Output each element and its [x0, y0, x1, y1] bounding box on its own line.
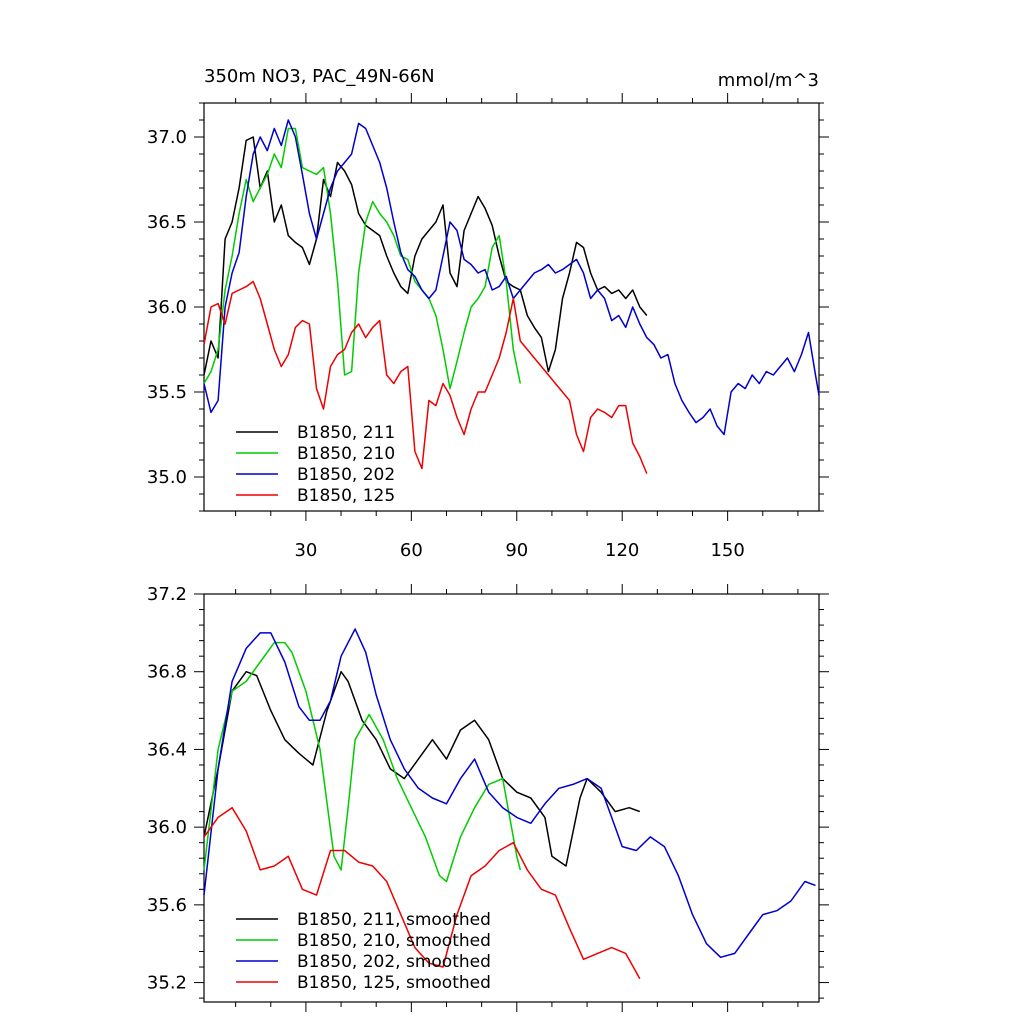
y-tick-label: 36.4	[147, 739, 187, 760]
legend-label-2: B1850, 210	[297, 444, 395, 464]
y-tick-label: 36.8	[147, 662, 187, 683]
y-tick-label: 36.0	[147, 817, 187, 838]
x-tick-label: 60	[400, 540, 423, 561]
series-line-1	[203, 136, 648, 376]
series-line-3	[203, 628, 816, 959]
raw-panel: 35.0 35.5 36.0 36.5 37.0 30 60 90 120 150 B1850, 2…	[147, 93, 829, 561]
legend-label-1: B1850, 211	[297, 423, 395, 443]
legend-label-4: B1850, 125, smoothed	[297, 973, 491, 993]
legend-label-1: B1850, 211, smoothed	[297, 910, 491, 930]
series-line-2	[203, 641, 522, 883]
x-tick-label: 120	[605, 540, 639, 561]
series-line-4	[203, 280, 648, 474]
legend-label-3: B1850, 202	[297, 465, 395, 485]
smoothed-panel: 35.2 35.6 36.0 36.4 36.8 37.2 B1850, 211, smoo…	[147, 584, 829, 1012]
x-tick-label: 30	[294, 540, 317, 561]
y-tick-label: 37.2	[147, 584, 187, 605]
series-line-3	[203, 119, 820, 436]
y-tick-label: 35.0	[147, 467, 187, 488]
series-line-2	[203, 127, 522, 390]
series-line-4	[203, 806, 641, 980]
x-tick-label: 90	[505, 540, 528, 561]
legend-label-4: B1850, 125	[297, 486, 395, 506]
y-tick-label: 35.5	[147, 382, 187, 403]
legend-label-2: B1850, 210, smoothed	[297, 931, 491, 951]
y-tick-label: 37.0	[147, 127, 187, 148]
legend-label-3: B1850, 202, smoothed	[297, 952, 491, 972]
y-tick-label: 36.0	[147, 297, 187, 318]
y-tick-label: 35.6	[147, 895, 187, 916]
units-label: mmol/m^3	[718, 70, 819, 91]
series-line-1	[203, 670, 641, 867]
chart-title: 350m NO3, PAC_49N-66N	[204, 66, 435, 87]
y-tick-label: 36.5	[147, 212, 187, 233]
plot-frame	[203, 593, 820, 1003]
y-tick-label: 35.2	[147, 973, 187, 994]
x-tick-label: 150	[710, 540, 744, 561]
